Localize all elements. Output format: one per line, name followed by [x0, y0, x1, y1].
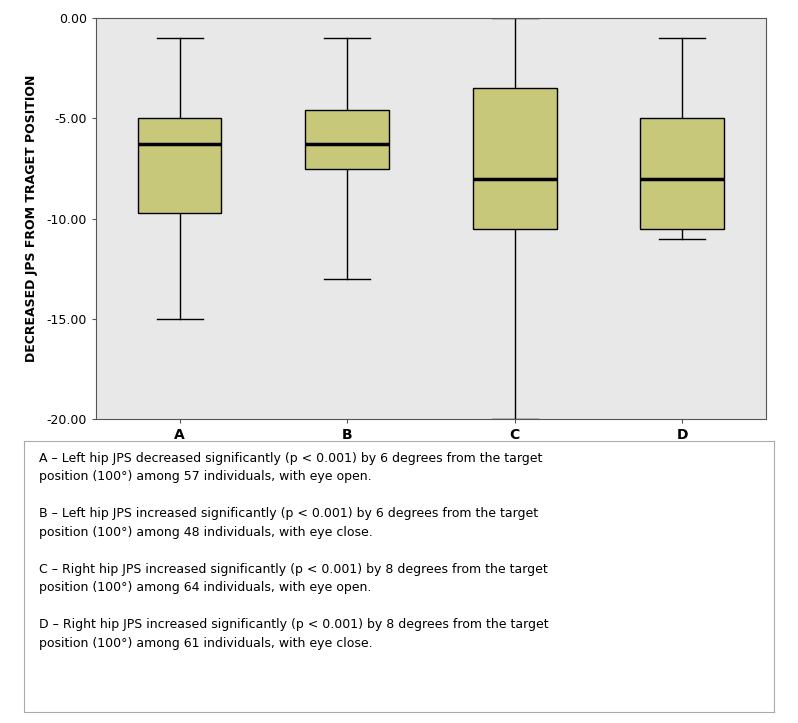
Text: A – Left hip JPS decreased significantly (p < 0.001) by 6 degrees from the targe: A – Left hip JPS decreased significantly… — [39, 452, 548, 650]
Bar — [137, 119, 221, 213]
Bar — [305, 111, 389, 168]
Y-axis label: DECREASED JPS FROM TRAGET POSITION: DECREASED JPS FROM TRAGET POSITION — [25, 75, 38, 362]
Bar — [472, 88, 556, 228]
X-axis label: VARIABLES: VARIABLES — [388, 449, 474, 463]
Bar — [640, 119, 724, 228]
